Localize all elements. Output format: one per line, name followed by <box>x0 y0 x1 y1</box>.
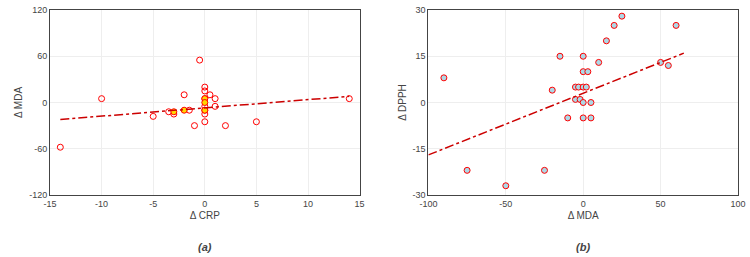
svg-text:15: 15 <box>416 51 426 61</box>
svg-text:0: 0 <box>581 199 586 209</box>
svg-text:100: 100 <box>730 199 745 209</box>
svg-text:-100: -100 <box>419 199 437 209</box>
svg-text:0: 0 <box>202 199 207 209</box>
svg-text:0: 0 <box>421 98 426 108</box>
svg-text:-60: -60 <box>34 144 47 154</box>
svg-text:Δ DPPH: Δ DPPH <box>397 84 408 121</box>
svg-text:-15: -15 <box>43 199 56 209</box>
svg-text:120: 120 <box>32 5 47 15</box>
svg-text:-50: -50 <box>499 199 512 209</box>
svg-text:(a): (a) <box>198 241 212 253</box>
svg-text:(b): (b) <box>576 241 590 253</box>
svg-text:-15: -15 <box>413 144 426 154</box>
svg-text:15: 15 <box>355 199 365 209</box>
svg-text:-30: -30 <box>413 190 426 200</box>
svg-text:5: 5 <box>254 199 259 209</box>
svg-text:0: 0 <box>42 98 47 108</box>
svg-text:60: 60 <box>37 51 47 61</box>
svg-text:Δ CRP: Δ CRP <box>190 210 220 221</box>
svg-text:Δ MDA: Δ MDA <box>568 210 599 221</box>
svg-text:-10: -10 <box>95 199 108 209</box>
svg-text:10: 10 <box>303 199 313 209</box>
svg-text:-120: -120 <box>29 190 47 200</box>
svg-text:Δ MDA: Δ MDA <box>13 87 24 118</box>
svg-text:50: 50 <box>656 199 666 209</box>
svg-text:-5: -5 <box>149 199 157 209</box>
svg-text:30: 30 <box>416 5 426 15</box>
